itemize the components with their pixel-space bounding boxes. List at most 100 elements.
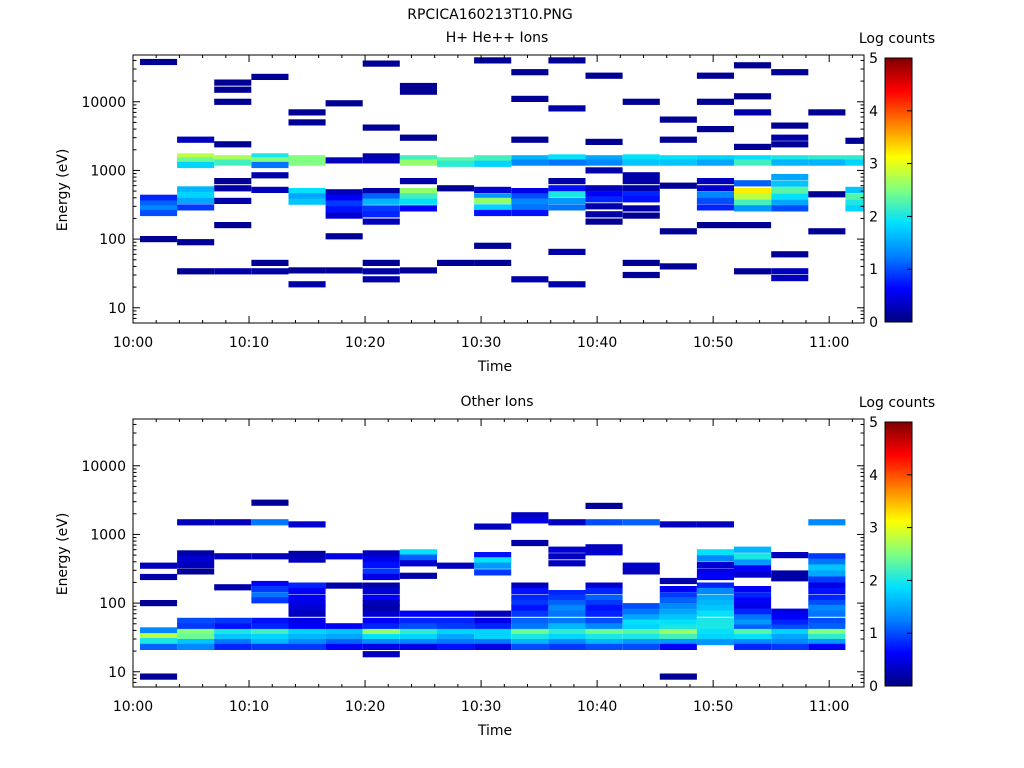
heatmap-cell xyxy=(548,185,586,192)
heatmap-cell xyxy=(585,502,623,509)
heatmap-cell xyxy=(177,191,215,198)
heatmap-cell xyxy=(251,617,289,624)
heatmap-cell xyxy=(585,218,623,225)
heatmap-cell xyxy=(288,610,326,617)
heatmap-cell xyxy=(808,634,846,641)
heatmap-cell xyxy=(362,60,400,67)
heatmap-cell xyxy=(808,558,846,565)
heatmap-cell xyxy=(808,594,846,601)
heatmap-cell xyxy=(696,521,734,528)
heatmap-cell xyxy=(808,564,846,571)
x-axis-label: Time xyxy=(477,723,512,739)
heatmap-cell xyxy=(511,634,549,641)
heatmap-cell xyxy=(511,159,549,166)
heatmap-cell xyxy=(585,211,623,218)
heatmap-cell xyxy=(622,154,660,161)
x-tick-label: 10:20 xyxy=(345,699,385,715)
heatmap-cell xyxy=(511,69,549,76)
heatmap-cell xyxy=(771,614,809,621)
heatmap-cell xyxy=(696,582,734,589)
x-tick-label: 10:10 xyxy=(229,335,269,351)
heatmap-cell xyxy=(362,157,400,164)
heatmap-cell xyxy=(214,141,252,148)
colorbar: Log counts 0 1 2 3 4 5 xyxy=(859,395,935,695)
heatmap-cell xyxy=(437,643,475,650)
heatmap-cell xyxy=(325,628,363,636)
heatmap-cell xyxy=(474,193,512,200)
panel-title: H+ He++ Ions xyxy=(446,30,549,46)
heatmap-cell xyxy=(251,499,289,506)
x-tick-label: 11:00 xyxy=(809,699,849,715)
heatmap-cell xyxy=(622,603,660,610)
heatmap-cell xyxy=(140,627,178,634)
heatmap-cell xyxy=(288,119,326,126)
heatmap-cell xyxy=(659,228,697,235)
heatmap-cell xyxy=(177,204,215,211)
heatmap-cell xyxy=(696,98,734,105)
heatmap-cell xyxy=(437,259,475,266)
heatmap-cell xyxy=(734,619,772,626)
heatmap-cell xyxy=(437,157,475,164)
heatmap-cell xyxy=(437,639,475,646)
heatmap-cell xyxy=(622,568,660,575)
colorbar-label: Log counts xyxy=(859,395,935,411)
heatmap-cell xyxy=(771,180,809,187)
heatmap-cell xyxy=(511,95,549,102)
heatmap-cell xyxy=(771,552,809,559)
heatmap-cell xyxy=(399,178,437,185)
heatmap-cell xyxy=(177,617,215,624)
heatmap-cell xyxy=(474,623,512,630)
heatmap-cell xyxy=(659,624,697,631)
heatmap-cell xyxy=(511,594,549,601)
heatmap-cell xyxy=(734,571,772,578)
heatmap-cell xyxy=(696,568,734,575)
heatmap-cell xyxy=(288,521,326,528)
heatmap-cell xyxy=(734,614,772,621)
plot-frame xyxy=(132,418,865,688)
heatmap-cell xyxy=(511,617,549,624)
heatmap-cell xyxy=(474,643,512,650)
heatmap-cell xyxy=(585,549,623,556)
heatmap-cell xyxy=(474,628,512,636)
heatmap-cell xyxy=(511,517,549,524)
heatmap-cell xyxy=(548,560,586,567)
heatmap-cell xyxy=(177,197,215,204)
heatmap-cell xyxy=(177,186,215,193)
heatmap-cell xyxy=(251,186,289,193)
colorbar-gradient xyxy=(884,57,913,323)
heatmap-cell xyxy=(325,267,363,274)
heatmap-cell xyxy=(177,639,215,646)
x-tick-label: 10:10 xyxy=(229,699,269,715)
heatmap-cell xyxy=(288,639,326,646)
heatmap-cell xyxy=(771,155,809,162)
heatmap-cell xyxy=(548,634,586,641)
heatmap-cell xyxy=(140,633,178,640)
heatmap-cell xyxy=(808,519,846,526)
heatmap-cell xyxy=(696,549,734,556)
heatmap-cell xyxy=(808,643,846,650)
heatmap-cell xyxy=(659,159,697,166)
heatmap-cell xyxy=(511,136,549,143)
colorbar: Log counts 0 1 2 3 4 5 xyxy=(859,31,935,331)
heatmap-cell xyxy=(362,594,400,601)
heatmap-cell xyxy=(362,568,400,575)
heatmap-cell xyxy=(808,610,846,617)
heatmap-cell xyxy=(548,159,586,166)
heatmap-cell xyxy=(399,628,437,636)
heatmap-cell xyxy=(399,549,437,556)
heatmap-cell xyxy=(362,198,400,205)
heatmap-cell xyxy=(734,624,772,631)
heatmap-cell xyxy=(511,276,549,283)
heatmap-cell xyxy=(511,639,549,646)
heatmap-cell xyxy=(511,512,549,519)
heatmap-cell xyxy=(734,546,772,553)
x-tick-label: 10:00 xyxy=(113,699,153,715)
y-tick-label: 1000 xyxy=(90,527,126,543)
heatmap-cell xyxy=(622,159,660,166)
heatmap-cell xyxy=(622,98,660,105)
heatmap-cell xyxy=(325,623,363,630)
heatmap-cell xyxy=(585,72,623,79)
y-tick-label: 1000 xyxy=(90,163,126,179)
heatmap-cell xyxy=(548,57,586,64)
heatmap-cell xyxy=(362,153,400,160)
